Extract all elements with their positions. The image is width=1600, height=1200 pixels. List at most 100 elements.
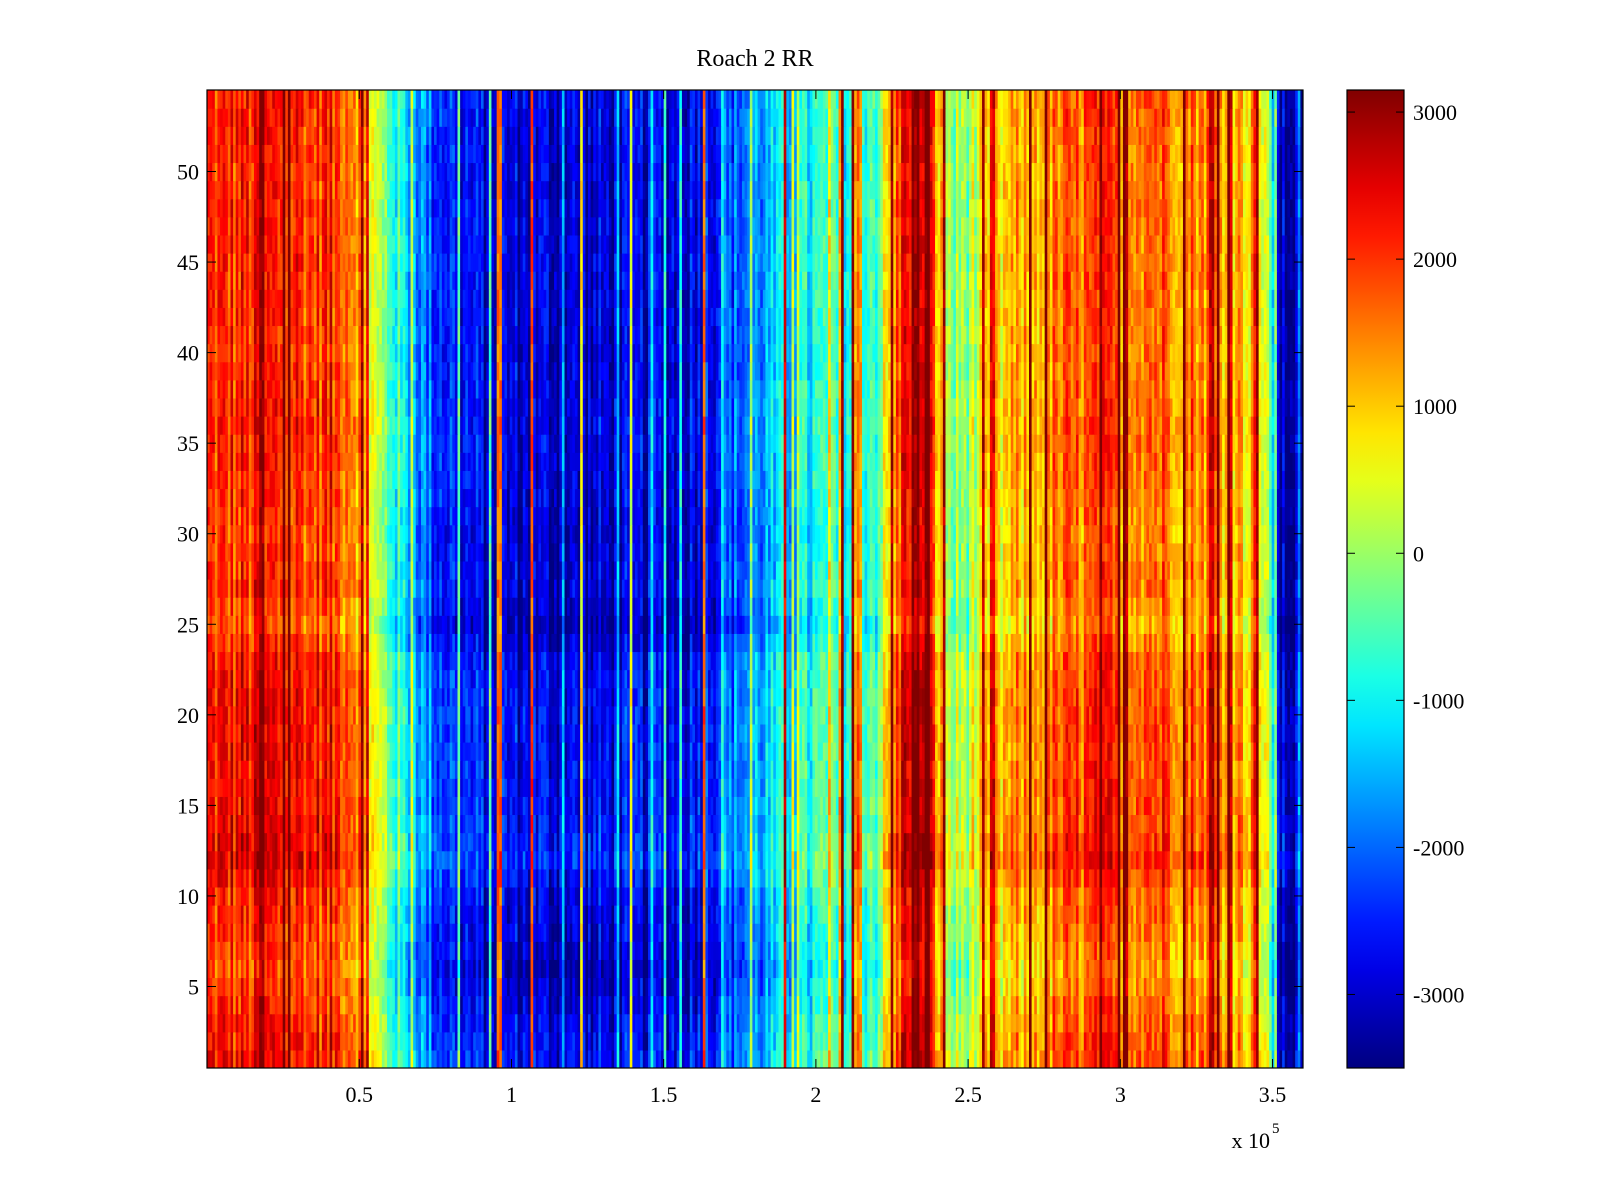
heatmap-cell	[246, 1031, 250, 1051]
heatmap-cell	[655, 959, 660, 979]
heatmap-cell	[1143, 959, 1148, 979]
heatmap-cell	[233, 959, 237, 979]
heatmap-cell	[882, 995, 887, 1015]
heatmap-cell	[861, 995, 866, 1015]
heatmap-cell	[1300, 1013, 1303, 1033]
heatmap-cell	[718, 959, 722, 979]
heatmap-cell	[804, 959, 808, 979]
heatmap-cell	[350, 1031, 354, 1051]
heatmap-cell	[702, 1013, 707, 1033]
heatmap-cell	[342, 923, 346, 942]
heatmap-cell	[684, 1031, 688, 1051]
heatmap-cell	[1104, 959, 1108, 979]
heatmap-cell	[342, 1049, 346, 1068]
heatmap-cell	[655, 941, 660, 960]
heatmap-cell	[428, 977, 433, 997]
heatmap-cell	[256, 995, 260, 1015]
heatmap-cell	[801, 977, 806, 997]
heatmap-cell	[410, 959, 414, 979]
heatmap-cell	[1250, 1031, 1255, 1051]
heatmap-cell	[1010, 959, 1014, 979]
heatmap-cell	[384, 1013, 388, 1033]
heatmap-cell	[1005, 977, 1009, 997]
heatmap-cell	[277, 1049, 281, 1068]
heatmap-cell	[423, 977, 427, 997]
heatmap-cell	[1149, 941, 1153, 960]
heatmap-cell	[984, 1031, 988, 1051]
heatmap-cell	[895, 977, 900, 997]
heatmap-cell	[1023, 1049, 1027, 1068]
heatmap-cell	[1081, 977, 1085, 997]
heatmap-cell	[1062, 1013, 1067, 1033]
heatmap-cell	[311, 1031, 315, 1051]
heatmap-cell	[1138, 977, 1142, 997]
heatmap-cell	[1036, 995, 1041, 1015]
heatmap-cell	[935, 959, 939, 979]
heatmap-cell	[950, 941, 954, 960]
heatmap-cell	[1164, 977, 1168, 997]
heatmap-cell	[400, 995, 404, 1015]
heatmap-cell	[674, 995, 678, 1015]
heatmap-cell	[1245, 941, 1249, 960]
heatmap-cell	[522, 959, 526, 979]
heatmap-cell	[394, 1049, 399, 1068]
heatmap-cell	[835, 977, 840, 997]
heatmap-cell	[859, 941, 863, 960]
heatmap-cell	[368, 1049, 372, 1068]
heatmap-cell	[530, 923, 534, 942]
heatmap-cell	[1196, 959, 1200, 979]
heatmap-cell	[269, 941, 273, 960]
heatmap-cell	[407, 995, 412, 1015]
heatmap-cell	[353, 923, 357, 942]
heatmap-cell	[723, 941, 727, 960]
heatmap-cell	[903, 1013, 907, 1033]
heatmap-cell	[932, 959, 936, 979]
heatmap-cell	[1284, 1031, 1288, 1051]
heatmap-cell	[1206, 959, 1210, 979]
heatmap-cell	[901, 941, 905, 960]
heatmap-cell	[261, 1031, 266, 1051]
heatmap-cell	[1065, 1049, 1069, 1068]
heatmap-cell	[580, 959, 584, 979]
heatmap-cell	[992, 1049, 996, 1068]
heatmap-cell	[1133, 977, 1137, 997]
heatmap-cell	[1018, 977, 1022, 997]
heatmap-cell	[1279, 1049, 1283, 1068]
heatmap-cell	[945, 1031, 949, 1051]
heatmap-cell	[877, 1031, 881, 1051]
heatmap-cell	[238, 923, 242, 942]
heatmap-cell	[1107, 941, 1111, 960]
heatmap-cell	[861, 1049, 866, 1068]
heatmap-cell	[629, 1031, 633, 1051]
heatmap-cell	[376, 977, 380, 997]
heatmap-cell	[368, 959, 372, 979]
heatmap-cell	[1107, 1031, 1111, 1051]
heatmap-cell	[499, 977, 503, 997]
heatmap-cell	[473, 995, 477, 1015]
heatmap-cell	[337, 1013, 341, 1033]
heatmap-cell	[574, 959, 579, 979]
heatmap-cell	[512, 977, 516, 997]
heatmap-cell	[290, 941, 294, 960]
heatmap-cell	[243, 959, 247, 979]
heatmap-cell	[368, 1031, 372, 1051]
heatmap-cell	[976, 995, 981, 1015]
heatmap-cell	[368, 941, 372, 960]
heatmap-cell	[1295, 1013, 1299, 1033]
heatmap-cell	[577, 1013, 581, 1033]
heatmap-cell	[1065, 1031, 1069, 1051]
heatmap-cell	[1133, 959, 1137, 979]
heatmap-cell	[488, 1031, 493, 1051]
heatmap-cell	[353, 1013, 357, 1033]
heatmap-cell	[1172, 959, 1176, 979]
heatmap-cell	[1279, 941, 1283, 960]
heatmap-cell	[648, 941, 652, 960]
heatmap-cell	[400, 977, 404, 997]
heatmap-cell	[788, 995, 793, 1015]
heatmap-cell	[293, 941, 297, 960]
heatmap-cell	[1164, 959, 1168, 979]
heatmap-cell	[475, 977, 479, 997]
heatmap-cell	[381, 1031, 386, 1051]
heatmap-cell	[961, 977, 965, 997]
heatmap-cell	[507, 977, 511, 997]
